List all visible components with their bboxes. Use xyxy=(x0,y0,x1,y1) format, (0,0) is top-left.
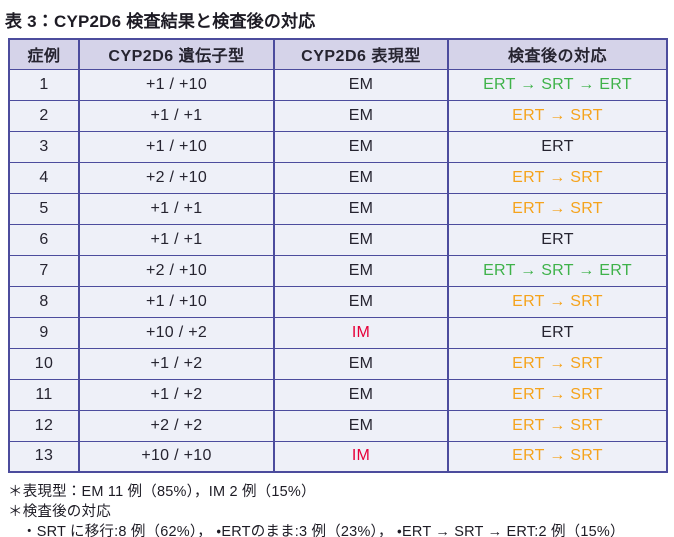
table-row: 7 +2 / +10 EM ERT → SRT → ERT xyxy=(8,254,668,287)
genotype-cell: +1 / +2 xyxy=(78,378,275,411)
footnote-response-heading: ＊検査後の対応 xyxy=(8,504,111,520)
phenotype-cell: EM xyxy=(273,254,449,287)
table-body: 1 +1 / +10 EM ERT → SRT → ERT 2 +1 / +1 … xyxy=(8,68,668,473)
genotype-cell: +10 / +10 xyxy=(78,440,275,473)
phenotype-cell: EM xyxy=(273,161,449,194)
response-cell: ERT xyxy=(447,130,668,163)
footnote-response-summary: ・SRT に移行:8 例（62%）， ・ERTのまま:3 例（23%）， ・ER… xyxy=(22,524,625,537)
phenotype-cell: EM xyxy=(273,223,449,256)
case-number-cell: 11 xyxy=(8,378,80,411)
case-number-cell: 10 xyxy=(8,347,80,380)
phenotype-cell: IM xyxy=(273,440,449,473)
table-row: 3 +1 / +10 EM ERT xyxy=(8,130,668,163)
phenotype-cell: EM xyxy=(273,130,449,163)
table-caption: 表 3：CYP2D6 検査結果と検査後の対応 xyxy=(5,12,316,31)
table-row: 12 +2 / +2 EM ERT → SRT xyxy=(8,409,668,442)
genotype-cell: +10 / +2 xyxy=(78,316,275,349)
case-number-cell: 12 xyxy=(8,409,80,442)
table-row: 2 +1 / +1 EM ERT → SRT xyxy=(8,99,668,132)
table-row: 11 +1 / +2 EM ERT → SRT xyxy=(8,378,668,411)
case-number-cell: 5 xyxy=(8,192,80,225)
response-cell: ERT xyxy=(447,223,668,256)
phenotype-cell: EM xyxy=(273,192,449,225)
genotype-cell: +1 / +10 xyxy=(78,68,275,101)
case-number-cell: 4 xyxy=(8,161,80,194)
table-row: 8 +1 / +10 EM ERT → SRT xyxy=(8,285,668,318)
case-number-cell: 7 xyxy=(8,254,80,287)
table-row: 9 +10 / +2 IM ERT xyxy=(8,316,668,349)
response-cell: ERT → SRT xyxy=(447,99,668,132)
phenotype-cell: IM xyxy=(273,316,449,349)
case-number-cell: 8 xyxy=(8,285,80,318)
response-cell: ERT → SRT xyxy=(447,192,668,225)
phenotype-cell: EM xyxy=(273,68,449,101)
genotype-cell: +1 / +10 xyxy=(78,130,275,163)
table-row: 6 +1 / +1 EM ERT xyxy=(8,223,668,256)
header-phenotype: CYP2D6 表現型 xyxy=(273,38,449,70)
genotype-cell: +2 / +10 xyxy=(78,161,275,194)
table-row: 1 +1 / +10 EM ERT → SRT → ERT xyxy=(8,68,668,101)
table-row: 13 +10 / +10 IM ERT → SRT xyxy=(8,440,668,473)
case-number-cell: 2 xyxy=(8,99,80,132)
table-row: 4 +2 / +10 EM ERT → SRT xyxy=(8,161,668,194)
genotype-cell: +2 / +10 xyxy=(78,254,275,287)
case-number-cell: 9 xyxy=(8,316,80,349)
response-cell: ERT → SRT xyxy=(447,285,668,318)
genotype-cell: +1 / +1 xyxy=(78,223,275,256)
case-number-cell: 13 xyxy=(8,440,80,473)
header-genotype: CYP2D6 遺伝子型 xyxy=(78,38,275,70)
cyp2d6-results-table: 症例 CYP2D6 遺伝子型 CYP2D6 表現型 検査後の対応 1 +1 / … xyxy=(8,38,668,473)
phenotype-cell: EM xyxy=(273,285,449,318)
response-cell: ERT → SRT → ERT xyxy=(447,68,668,101)
case-number-cell: 3 xyxy=(8,130,80,163)
genotype-cell: +1 / +1 xyxy=(78,99,275,132)
response-cell: ERT → SRT xyxy=(447,347,668,380)
header-case: 症例 xyxy=(8,38,80,70)
phenotype-cell: EM xyxy=(273,409,449,442)
genotype-cell: +1 / +2 xyxy=(78,347,275,380)
table-row: 5 +1 / +1 EM ERT → SRT xyxy=(8,192,668,225)
response-cell: ERT xyxy=(447,316,668,349)
response-cell: ERT → SRT xyxy=(447,440,668,473)
response-cell: ERT → SRT xyxy=(447,161,668,194)
genotype-cell: +2 / +2 xyxy=(78,409,275,442)
case-number-cell: 1 xyxy=(8,68,80,101)
table-header-row: 症例 CYP2D6 遺伝子型 CYP2D6 表現型 検査後の対応 xyxy=(8,38,668,70)
footnotes: ＊表現型：EM 11 例（85%），IM 2 例（15%） ＊検査後の対応 ・S… xyxy=(8,482,668,537)
phenotype-cell: EM xyxy=(273,378,449,411)
footnote-phenotype-summary: ＊表現型：EM 11 例（85%），IM 2 例（15%） xyxy=(8,484,316,500)
genotype-cell: +1 / +1 xyxy=(78,192,275,225)
response-cell: ERT → SRT xyxy=(447,378,668,411)
phenotype-cell: EM xyxy=(273,347,449,380)
phenotype-cell: EM xyxy=(273,99,449,132)
header-response: 検査後の対応 xyxy=(447,38,668,70)
genotype-cell: +1 / +10 xyxy=(78,285,275,318)
response-cell: ERT → SRT → ERT xyxy=(447,254,668,287)
table-row: 10 +1 / +2 EM ERT → SRT xyxy=(8,347,668,380)
response-cell: ERT → SRT xyxy=(447,409,668,442)
case-number-cell: 6 xyxy=(8,223,80,256)
